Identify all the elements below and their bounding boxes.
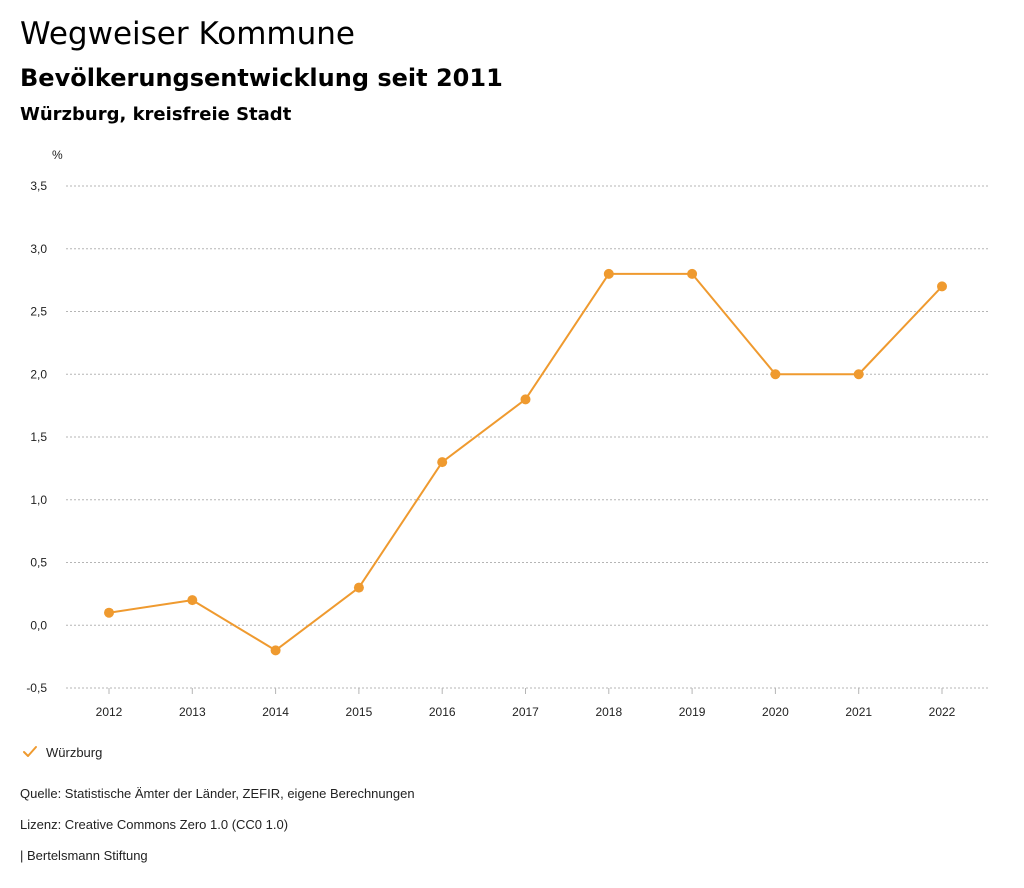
- legend-check-icon: [23, 746, 37, 757]
- x-tick-label: 2016: [429, 705, 456, 719]
- y-tick-label: 2,0: [30, 367, 47, 381]
- data-point[interactable]: [353, 582, 364, 593]
- x-tick-label: 2012: [96, 705, 123, 719]
- data-point[interactable]: [270, 645, 281, 656]
- publisher-note: | Bertelsmann Stiftung: [20, 848, 148, 863]
- y-axis-unit-label: %: [52, 148, 63, 162]
- data-point[interactable]: [853, 369, 864, 380]
- data-point[interactable]: [437, 457, 448, 468]
- y-tick-label: -0,5: [26, 681, 47, 695]
- y-tick-label: 0,0: [30, 618, 47, 632]
- x-tick-label: 2020: [762, 705, 789, 719]
- data-point[interactable]: [520, 394, 531, 405]
- x-tick-label: 2018: [595, 705, 622, 719]
- x-tick-label: 2017: [512, 705, 539, 719]
- source-note: Quelle: Statistische Ämter der Länder, Z…: [20, 786, 415, 801]
- x-tick-label: 2021: [845, 705, 872, 719]
- x-tick-label: 2022: [929, 705, 956, 719]
- y-axis-ticks: 3,5 3,0 2,5 2,0 1,5 1,0 0,5 0,0 -0,5: [26, 179, 47, 695]
- data-point[interactable]: [187, 595, 198, 606]
- chart-subtitle: Bevölkerungsentwicklung seit 2011: [20, 64, 503, 92]
- x-axis-ticks: 2012 2013 2014 2015 2016 2017 2018 2019 2020 2021…: [96, 688, 956, 719]
- y-tick-label: 0,5: [30, 556, 47, 570]
- legend[interactable]: Würzburg: [22, 744, 102, 760]
- data-point[interactable]: [104, 607, 114, 618]
- data-point[interactable]: [687, 268, 698, 279]
- y-tick-label: 3,0: [30, 242, 47, 256]
- data-point[interactable]: [603, 268, 614, 279]
- y-tick-label: 1,0: [30, 493, 47, 507]
- data-point[interactable]: [937, 281, 947, 292]
- series-line: [108, 272, 943, 652]
- line-chart: % 3,53,02,52,01,51,00,50,0-0,5 2012 2013 2…: [26, 148, 990, 719]
- region-name: Würzburg, kreisfreie Stadt: [20, 104, 292, 125]
- series-layer: [104, 268, 947, 656]
- x-tick-label: 2019: [679, 705, 706, 719]
- legend-item-label: Würzburg: [46, 744, 103, 760]
- y-tick-label: 3,5: [30, 179, 47, 193]
- y-tick-label: 2,5: [30, 305, 47, 319]
- y-tick-label: 1,5: [30, 430, 47, 444]
- data-point[interactable]: [770, 369, 781, 380]
- page-title: Wegweiser Kommune: [20, 16, 355, 52]
- x-tick-label: 2014: [262, 705, 289, 719]
- grid-lines: [66, 185, 990, 689]
- x-tick-label: 2013: [179, 705, 206, 719]
- license-note: Lizenz: Creative Commons Zero 1.0 (CC0 1…: [20, 817, 289, 832]
- x-tick-label: 2015: [346, 705, 373, 719]
